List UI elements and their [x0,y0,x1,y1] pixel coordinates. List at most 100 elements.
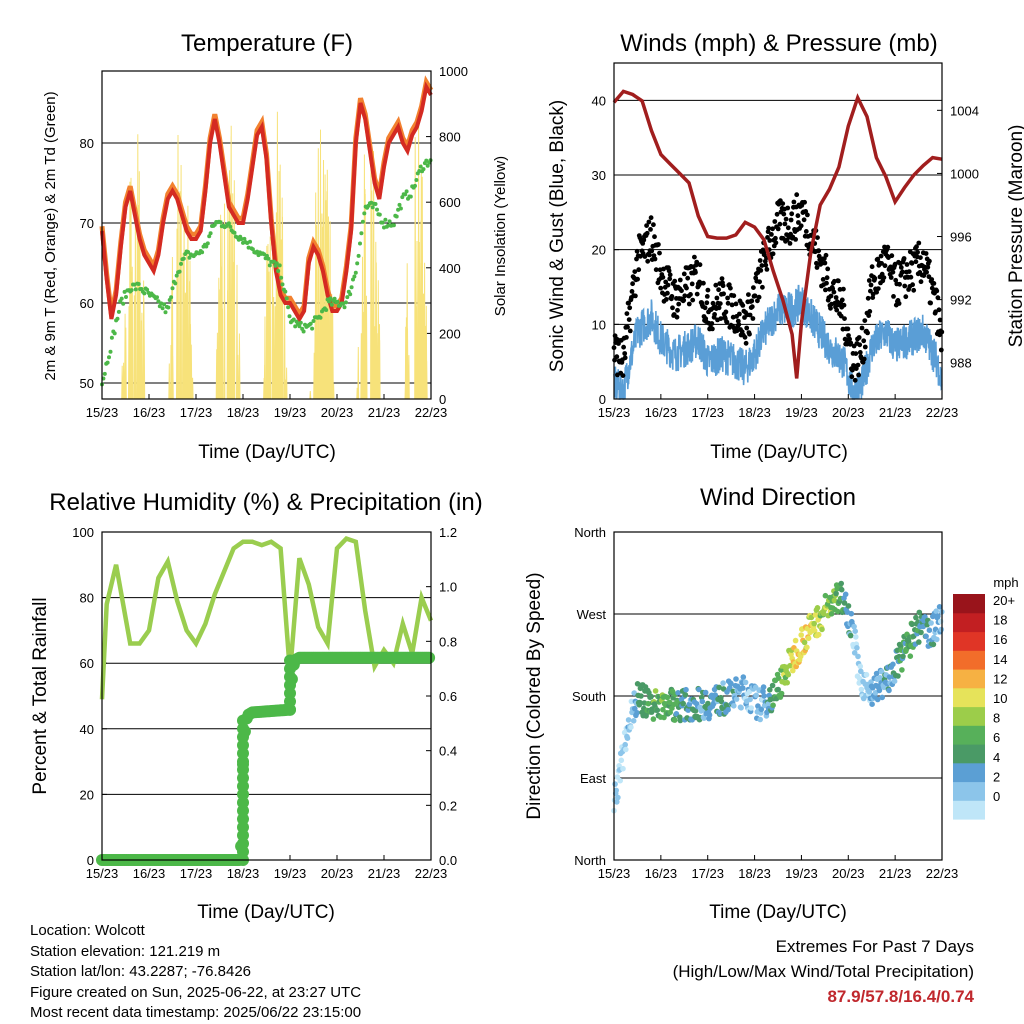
dewpoint-point [142,291,147,296]
gust-point [774,211,780,217]
temp-xtick-label: 20/23 [321,405,354,420]
dewpoint-point [298,320,303,325]
direction-point [811,620,817,627]
precip-point [237,813,249,825]
gust-point [856,372,861,378]
gust-point [648,215,654,221]
gust-point [772,219,778,224]
gust-point [902,283,908,289]
gust-point [626,300,631,306]
gust-point [838,313,844,319]
dewpoint-point [328,296,333,301]
precip-point [237,788,249,801]
direction-point [623,746,629,753]
direction-point [705,700,711,707]
direction-point [618,757,625,764]
gust-point [716,287,721,293]
gust-point [712,312,717,317]
direction-point [811,628,818,634]
direction-point [733,676,739,682]
gust-point [896,301,902,306]
dir-plot-frame [613,531,943,861]
dewpoint-point [404,189,409,194]
gust-point [938,347,944,353]
speed-legend-label: 20+ [993,593,1015,608]
direction-point [855,653,861,660]
extremes-values: 87.9/57.8/16.4/0.74 [827,987,974,1006]
dewpoint-point [156,299,161,304]
precip-point [237,714,249,727]
gust-point [934,288,940,294]
precip-point [237,722,249,735]
gust-point [825,266,831,272]
direction-point [702,689,709,696]
dewpoint-point [163,310,168,315]
dewpoint-point [107,355,111,360]
dewpoint-point [133,287,138,292]
winds-xtick-label: 21/23 [879,405,912,420]
gust-point [781,211,787,217]
gust-point [805,212,810,218]
gust-point [868,282,874,288]
gust-point [679,288,684,294]
gust-point [681,297,687,303]
dewpoint-point [397,202,402,207]
temperature-ylabel-left: 2m & 9m T (Red, Orange) & 2m Td (Green) [42,91,59,380]
speed-legend-swatch [953,781,985,801]
rh-ytick-right-label: 1.2 [439,525,457,540]
direction-point [858,686,865,693]
direction-point [838,586,845,593]
gust-point [665,290,670,296]
gust-point [849,374,855,380]
dewpoint-point [276,269,281,273]
direction-xlabel: Time (Day/UTC) [709,902,847,923]
gust-point [890,269,896,275]
gust-point [823,287,828,293]
winds-ytick-label: 0 [599,392,606,407]
precip-point [284,662,296,675]
gust-point [651,222,656,228]
gust-point [850,367,855,373]
direction-point [869,701,875,707]
gust-point [635,276,640,282]
gust-point [658,285,664,291]
dewpoint-point [181,256,186,261]
dewpoint-point [383,217,388,222]
direction-point [778,690,785,697]
rh-ytick-right-label: 0.8 [439,634,457,649]
direction-point [770,702,776,708]
direction-point [767,687,773,693]
direction-point [769,682,776,689]
gust-point [862,318,868,323]
gust-point [770,226,775,232]
direction-point [854,645,860,651]
gust-point [624,335,629,340]
gust-point [718,316,724,321]
winds-xtick-label: 20/23 [832,405,865,420]
gust-point [616,341,621,346]
dewpoint-point [391,223,396,228]
direction-point [841,600,848,606]
gust-point [742,334,748,340]
dewpoint-point [342,305,347,310]
winds-ytick-right-label: 1004 [950,103,979,118]
extremes-box: Extremes For Past 7 Days (High/Low/Max W… [673,934,974,1009]
gust-point [757,258,763,263]
gust-point [642,254,648,259]
dewpoint-point [362,211,367,216]
direction-point [881,684,887,691]
dewpoint-point [116,309,121,314]
speed-legend-swatch [953,744,985,764]
direction-point [757,716,763,723]
dewpoint-point [348,292,353,297]
rh-ytick-right-label: 0.6 [439,689,457,704]
rh-xtick-label: 17/23 [180,866,213,881]
gust-point [935,295,941,301]
gust-point [927,258,932,264]
direction-point [790,667,796,674]
winds-ytick-label: 10 [592,317,606,332]
dewpoint-point [349,285,354,290]
gust-point [652,256,658,262]
gust-point [802,199,807,205]
gust-point [632,269,638,274]
